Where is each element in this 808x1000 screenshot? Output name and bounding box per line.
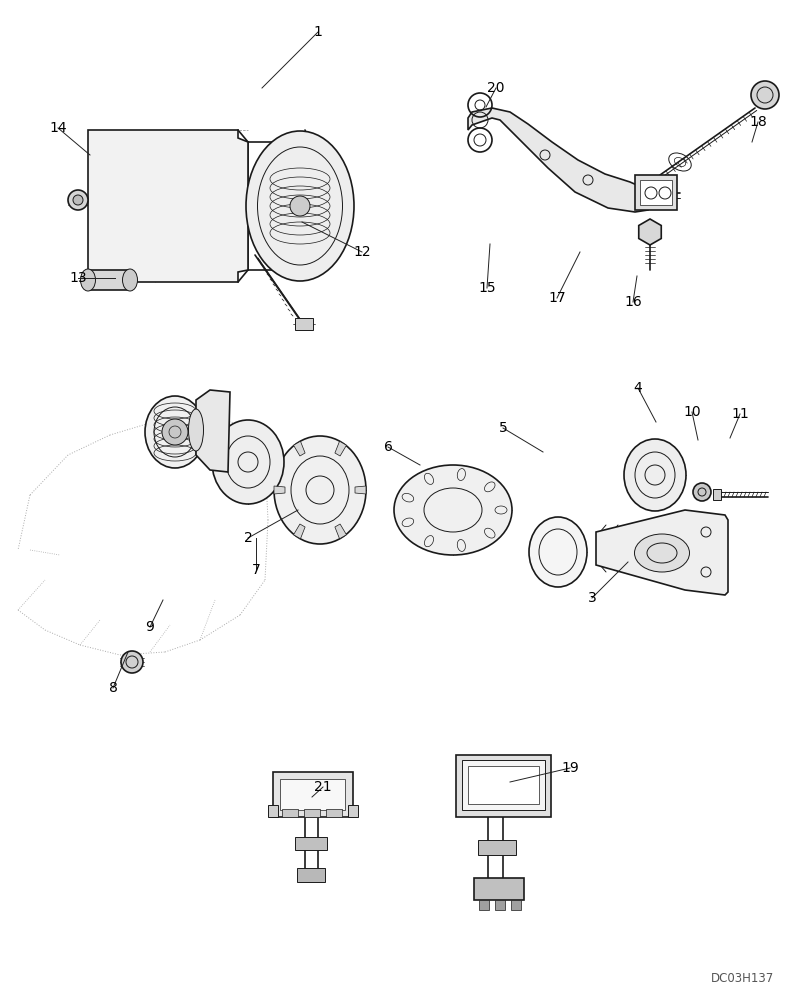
Ellipse shape (394, 465, 512, 555)
Text: 15: 15 (478, 281, 496, 295)
FancyBboxPatch shape (295, 318, 313, 330)
Text: 7: 7 (251, 563, 260, 577)
Text: 13: 13 (69, 271, 86, 285)
Text: 1: 1 (314, 25, 322, 39)
Text: 5: 5 (499, 421, 507, 435)
FancyBboxPatch shape (304, 809, 320, 817)
Ellipse shape (81, 269, 95, 291)
Text: 8: 8 (108, 681, 117, 695)
Text: 6: 6 (384, 440, 393, 454)
FancyBboxPatch shape (479, 900, 489, 910)
Polygon shape (196, 390, 230, 472)
Polygon shape (293, 441, 305, 456)
Circle shape (693, 483, 711, 501)
Polygon shape (468, 108, 650, 212)
Ellipse shape (634, 534, 689, 572)
FancyBboxPatch shape (348, 805, 358, 817)
FancyBboxPatch shape (280, 779, 345, 810)
Polygon shape (88, 130, 248, 282)
FancyBboxPatch shape (635, 175, 677, 210)
Circle shape (121, 651, 143, 673)
FancyBboxPatch shape (468, 766, 539, 804)
Text: 19: 19 (561, 761, 579, 775)
FancyBboxPatch shape (295, 837, 327, 850)
Text: 10: 10 (684, 405, 701, 419)
Text: 4: 4 (633, 381, 642, 395)
Text: 2: 2 (244, 531, 252, 545)
FancyBboxPatch shape (268, 805, 278, 817)
Text: 21: 21 (314, 780, 332, 794)
Ellipse shape (529, 517, 587, 587)
Circle shape (644, 226, 656, 238)
FancyBboxPatch shape (326, 809, 342, 817)
Text: 9: 9 (145, 620, 154, 634)
Text: 3: 3 (587, 591, 596, 605)
Polygon shape (596, 510, 728, 595)
Ellipse shape (145, 396, 205, 468)
Ellipse shape (123, 269, 137, 291)
Ellipse shape (212, 420, 284, 504)
Ellipse shape (246, 131, 354, 281)
Text: 17: 17 (548, 291, 566, 305)
FancyBboxPatch shape (456, 755, 551, 817)
Polygon shape (88, 270, 130, 290)
FancyBboxPatch shape (640, 180, 672, 205)
FancyBboxPatch shape (511, 900, 521, 910)
Polygon shape (293, 524, 305, 539)
Circle shape (751, 81, 779, 109)
FancyBboxPatch shape (282, 809, 298, 817)
Polygon shape (335, 524, 347, 539)
Text: 11: 11 (731, 407, 749, 421)
Circle shape (290, 196, 310, 216)
FancyBboxPatch shape (273, 772, 353, 817)
FancyBboxPatch shape (713, 489, 721, 500)
Ellipse shape (274, 436, 366, 544)
FancyBboxPatch shape (297, 868, 325, 882)
Text: 12: 12 (353, 245, 371, 259)
Polygon shape (335, 441, 347, 456)
Ellipse shape (188, 409, 204, 451)
FancyBboxPatch shape (478, 840, 516, 855)
Circle shape (68, 190, 88, 210)
FancyBboxPatch shape (495, 900, 505, 910)
Text: 14: 14 (49, 121, 67, 135)
Circle shape (73, 195, 83, 205)
Ellipse shape (624, 439, 686, 511)
Polygon shape (274, 486, 285, 494)
Text: 18: 18 (749, 115, 767, 129)
Circle shape (162, 419, 188, 445)
FancyBboxPatch shape (462, 760, 545, 810)
FancyBboxPatch shape (474, 878, 524, 900)
Text: DC03H137: DC03H137 (710, 972, 773, 984)
Polygon shape (355, 486, 366, 494)
Text: 16: 16 (624, 295, 642, 309)
Text: 20: 20 (487, 81, 505, 95)
